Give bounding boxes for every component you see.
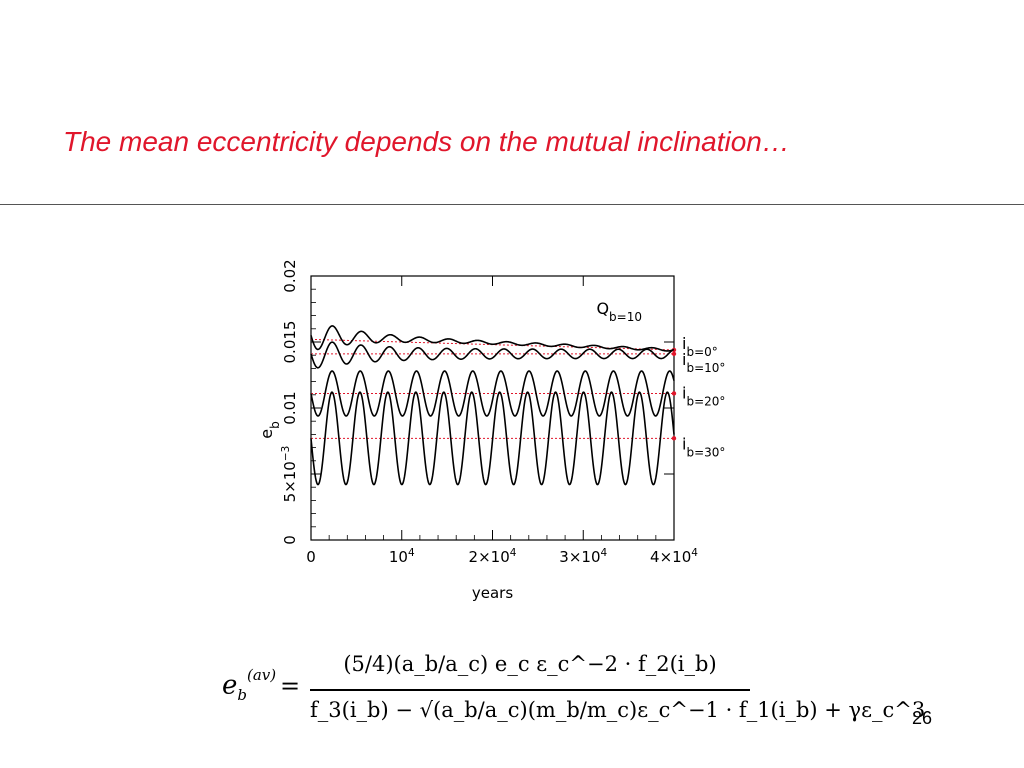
series-label: ib=0° <box>682 334 718 359</box>
y-tick-label: 0.01 <box>281 391 299 424</box>
chart-annotation: Qb=10 <box>596 299 642 324</box>
x-tick-label: 4×104 <box>650 547 698 566</box>
formula-denominator: f_3(i_b) − √(a_b/a_c)(m_b/m_c)ε_c^−1 · f… <box>310 698 926 722</box>
series-label: ib=30° <box>682 434 725 459</box>
series-label: ib=10° <box>682 350 725 375</box>
mean-eccentricity-formula: eb(av) = (5/4)(a_b/a_c) e_c ε_c^−2 · f_2… <box>222 648 926 738</box>
series-line <box>310 391 675 486</box>
page-number: 26 <box>912 708 933 728</box>
slide-title: The mean eccentricity depends on the mut… <box>63 126 790 157</box>
y-tick-label: 0.02 <box>281 259 299 292</box>
series-line <box>310 370 675 417</box>
y-tick-label: 5×10−3 <box>280 446 299 503</box>
formula-numerator: (5/4)(a_b/a_c) e_c ε_c^−2 · f_2(i_b) <box>343 652 717 676</box>
x-tick-label: 104 <box>389 547 415 566</box>
formula-fraction-bar <box>310 689 750 691</box>
x-tick-label: 0 <box>306 548 316 566</box>
series-label: ib=20° <box>682 383 725 408</box>
y-tick-label: 0.015 <box>281 321 299 364</box>
series-end-marker <box>671 436 677 441</box>
series-line <box>310 325 675 352</box>
series-line <box>310 341 675 369</box>
eccentricity-chart: 0 104 2×104 3×104 4×104 0 5×10−3 0.01 0.015 0.02 y… <box>257 259 725 602</box>
y-axis-label: eb <box>257 421 282 438</box>
series-end-marker <box>671 351 677 357</box>
x-axis-label: years <box>472 584 513 602</box>
formula-equals: = <box>280 672 301 700</box>
series-end-marker <box>671 391 677 396</box>
title-divider <box>0 204 1024 205</box>
x-tick-label: 2×104 <box>469 547 517 566</box>
formula-lhs: eb(av) <box>222 666 277 704</box>
y-tick-label: 0 <box>281 535 299 545</box>
x-tick-label: 3×104 <box>559 547 607 566</box>
